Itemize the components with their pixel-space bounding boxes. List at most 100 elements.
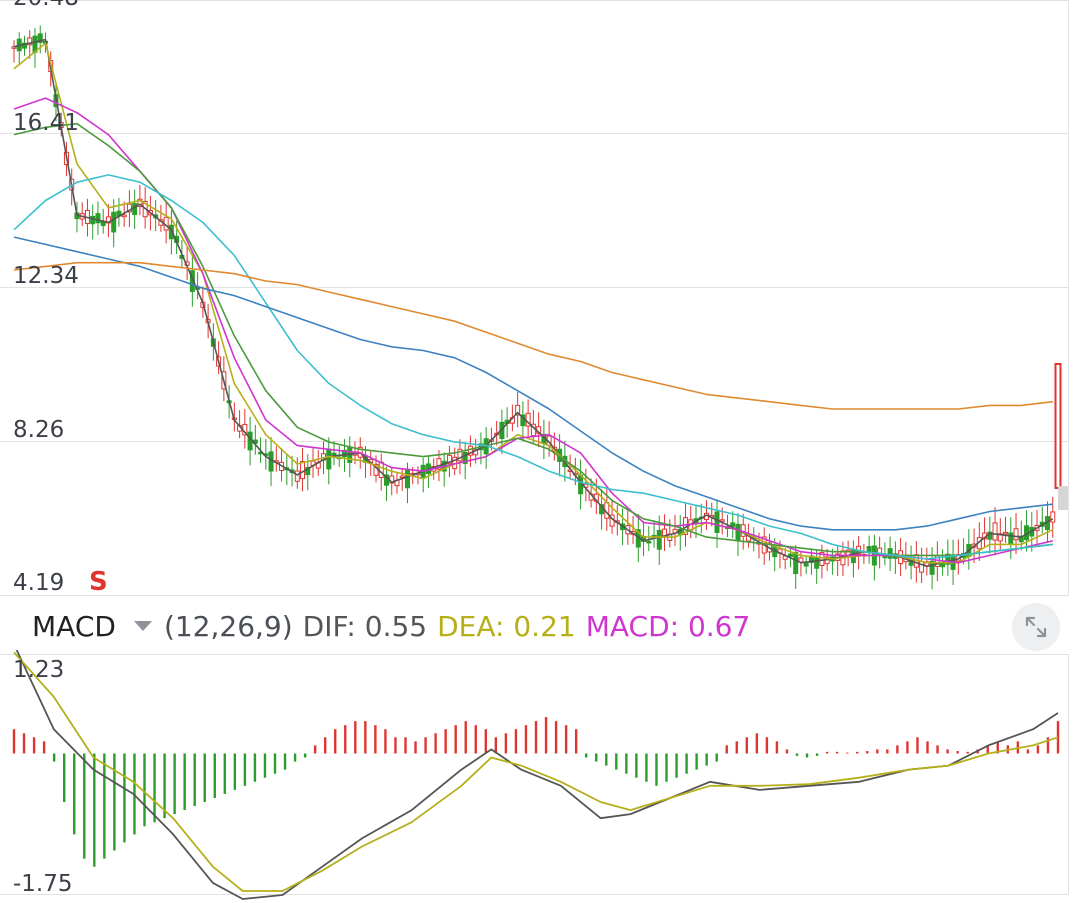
caret-down-icon[interactable] — [133, 621, 152, 631]
expand-button[interactable] — [1012, 603, 1060, 651]
candle — [614, 505, 620, 536]
candle — [252, 424, 258, 455]
candle — [16, 32, 22, 64]
candle — [850, 540, 856, 578]
candle — [310, 448, 316, 478]
candle — [625, 510, 631, 545]
candle — [677, 515, 683, 551]
candle — [1024, 510, 1030, 552]
candle — [105, 204, 111, 238]
dif-value: DIF: 0.55 — [302, 609, 428, 643]
ma20-line — [13, 97, 1053, 564]
candle — [934, 541, 940, 582]
candle — [420, 457, 426, 493]
ma60-line — [13, 174, 1053, 560]
candle — [929, 547, 935, 590]
candle — [11, 40, 17, 63]
candle — [814, 549, 820, 584]
ma250-line — [13, 261, 1053, 410]
candle — [483, 426, 489, 470]
moving-averages — [13, 38, 1054, 568]
candle — [79, 202, 85, 227]
candle — [163, 202, 169, 244]
dea-value: DEA: 0.21 — [437, 609, 576, 643]
candle — [1039, 506, 1045, 534]
candle — [861, 543, 867, 564]
candle — [90, 204, 96, 240]
price-tick-2: 16.41 — [13, 110, 79, 136]
candle — [803, 556, 809, 575]
candle — [1013, 513, 1019, 555]
candle — [845, 540, 851, 567]
candle — [877, 536, 883, 569]
candle — [646, 526, 652, 552]
candle — [866, 535, 872, 564]
candle — [835, 545, 841, 577]
price-tick-4: 8.26 — [13, 417, 65, 443]
candle — [688, 505, 694, 539]
candle — [982, 517, 988, 548]
price-tick-bottom: 4.19 — [13, 570, 65, 596]
candle — [242, 409, 248, 449]
price-grid — [0, 0, 1069, 596]
candle — [583, 468, 589, 502]
candle — [525, 399, 531, 440]
candle — [667, 519, 673, 548]
candle — [273, 446, 279, 472]
candle — [515, 391, 521, 428]
candle — [457, 439, 463, 475]
macd-histogram — [12, 717, 1060, 867]
candle — [730, 511, 736, 539]
candle — [326, 437, 332, 485]
candle — [672, 514, 678, 547]
candle — [268, 437, 274, 487]
macd-tick-bottom: -1.75 — [13, 871, 73, 897]
candle — [1018, 520, 1024, 551]
candle — [300, 447, 306, 492]
dif-line — [15, 650, 1059, 900]
candle — [1003, 516, 1009, 543]
macd-chart[interactable] — [0, 650, 1080, 903]
candle — [829, 548, 835, 575]
sell-signal-label: S — [89, 567, 108, 597]
candle — [630, 515, 636, 544]
candle — [462, 442, 468, 480]
candle — [132, 189, 138, 230]
candle — [1050, 496, 1056, 538]
candle — [347, 436, 353, 478]
indicator-params: (12,26,9) — [163, 609, 293, 643]
candle — [735, 512, 741, 557]
candle — [641, 521, 647, 557]
candle — [892, 541, 898, 574]
candle — [871, 534, 877, 581]
last-candle — [1054, 363, 1062, 489]
candle — [787, 546, 793, 568]
candle — [27, 30, 33, 59]
candle — [425, 456, 431, 489]
candle — [21, 35, 27, 56]
macd-value: MACD: 0.67 — [585, 609, 751, 643]
candle — [126, 190, 132, 228]
ma30-line — [13, 122, 1053, 557]
candle — [945, 539, 951, 576]
candle — [116, 197, 122, 227]
price-tick-3: 12.34 — [13, 263, 79, 289]
candle — [992, 507, 998, 556]
candle — [305, 454, 311, 491]
candle — [37, 25, 43, 54]
candle — [158, 204, 164, 232]
candle — [467, 435, 473, 467]
candles — [11, 25, 1062, 590]
price-chart[interactable] — [0, 0, 1080, 600]
candle — [331, 441, 337, 466]
macd-tick-top: 1.23 — [13, 657, 65, 683]
candle — [32, 28, 38, 68]
last-price-marker — [1058, 486, 1068, 510]
candle — [662, 514, 668, 551]
candle — [383, 466, 389, 501]
candle — [415, 466, 421, 485]
candle — [714, 499, 720, 548]
candle — [168, 209, 174, 255]
ma10-line — [13, 42, 1054, 564]
indicator-name[interactable]: MACD — [32, 609, 116, 643]
